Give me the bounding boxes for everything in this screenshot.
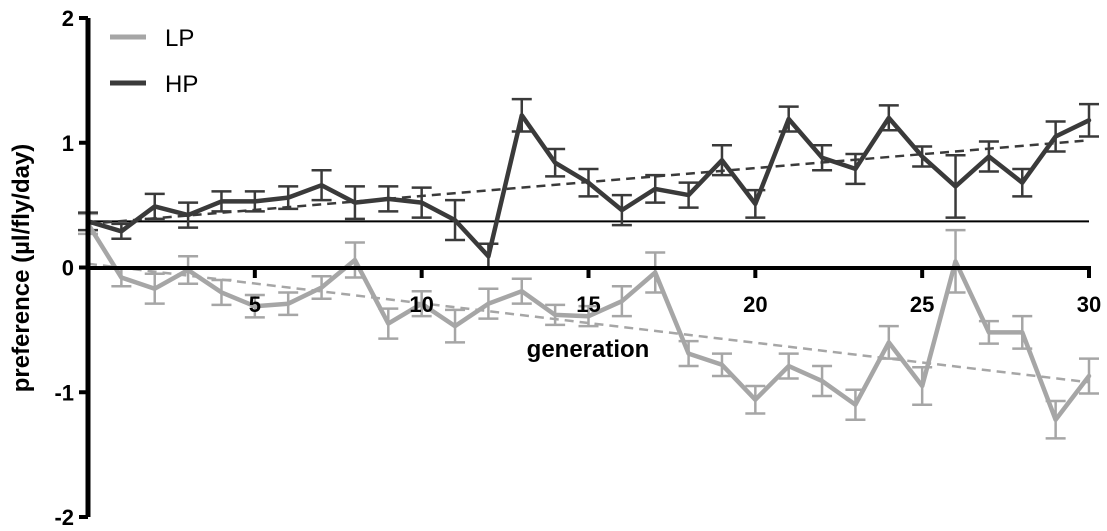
x-axis-title: generation: [527, 336, 650, 363]
y-tick-label: -1: [54, 380, 74, 405]
legend-label-hp: HP: [165, 71, 198, 98]
x-tick-label: 15: [576, 292, 600, 317]
y-tick-label: 0: [62, 256, 74, 281]
series-lines: [85, 113, 1092, 422]
legend-item-lp: LP: [110, 25, 194, 52]
y-tick-label: 2: [62, 6, 74, 31]
legend-label-lp: LP: [165, 25, 194, 52]
axes: [79, 16, 1091, 519]
series-line-lp: [85, 221, 1092, 422]
legend: LP HP: [110, 25, 198, 98]
x-tick-label: 25: [910, 292, 934, 317]
x-tick-label: 10: [409, 292, 433, 317]
x-tick-label: 5: [249, 292, 261, 317]
series-line-hp: [85, 113, 1092, 259]
x-tick-label: 30: [1077, 292, 1101, 317]
x-tick-label: 20: [743, 292, 767, 317]
y-tick-label: -2: [54, 505, 74, 530]
y-tick-label: 1: [62, 131, 74, 156]
y-axis-title: preference (µl/fly/day): [8, 144, 35, 393]
legend-item-hp: HP: [110, 71, 198, 98]
